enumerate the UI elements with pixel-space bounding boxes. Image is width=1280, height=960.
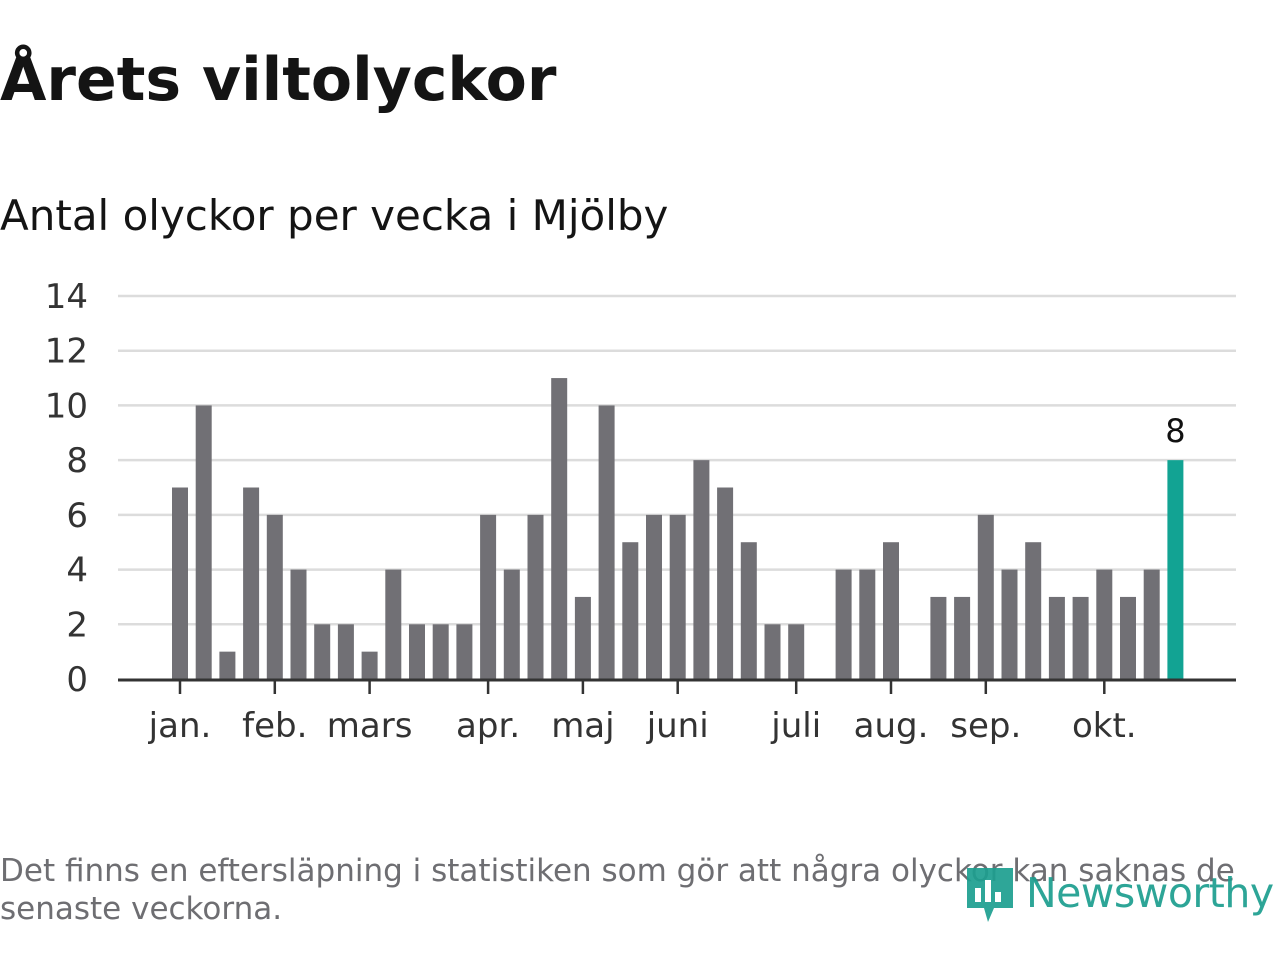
bar — [480, 515, 496, 679]
bar — [196, 405, 212, 679]
bar — [291, 570, 307, 679]
bar — [385, 570, 401, 679]
y-tick-label: 6 — [66, 496, 88, 536]
x-tick-label: sep. — [950, 706, 1021, 746]
bar — [788, 624, 804, 679]
bar — [1096, 570, 1112, 679]
bar — [954, 597, 970, 679]
highlight-value-label: 8 — [1165, 412, 1185, 450]
bar — [622, 542, 638, 679]
x-tick-label: apr. — [456, 706, 520, 746]
x-tick-label: feb. — [242, 706, 307, 746]
bar — [646, 515, 662, 679]
bar — [670, 515, 686, 679]
y-tick-label: 2 — [66, 605, 88, 645]
y-tick-label: 8 — [66, 441, 88, 481]
bar — [883, 542, 899, 679]
chart-title: Årets viltolyckor — [0, 40, 557, 120]
y-tick-label: 14 — [45, 277, 88, 317]
bar — [859, 570, 875, 679]
y-tick-label: 10 — [45, 386, 88, 426]
bar — [599, 405, 615, 679]
bar — [551, 378, 567, 679]
bar — [1049, 597, 1065, 679]
bar — [433, 624, 449, 679]
bar — [575, 597, 591, 679]
bar — [314, 624, 330, 679]
y-tick-label: 4 — [66, 551, 88, 591]
y-tick-label: 0 — [66, 660, 88, 700]
x-tick-label: aug. — [854, 706, 929, 746]
bar — [693, 460, 709, 679]
bar — [930, 597, 946, 679]
newsworthy-logo-text: Newsworthy — [1026, 869, 1274, 917]
x-tick-label: okt. — [1072, 706, 1137, 746]
bar — [219, 652, 235, 679]
x-tick-label: jan. — [148, 706, 212, 746]
bar — [504, 570, 520, 679]
bar — [1073, 597, 1089, 679]
x-tick-label: juli — [770, 706, 821, 746]
bar — [409, 624, 425, 679]
bar — [338, 624, 354, 679]
bar — [456, 624, 472, 679]
chart-subtitle: Antal olyckor per vecka i Mjölby — [0, 188, 668, 244]
bar — [1144, 570, 1160, 679]
bar — [1025, 542, 1041, 679]
bar — [267, 515, 283, 679]
x-tick-label: maj — [551, 706, 614, 746]
bar — [978, 515, 994, 679]
bar — [717, 488, 733, 680]
y-tick-label: 12 — [45, 332, 88, 372]
newsworthy-logo-icon — [964, 862, 1016, 924]
bar — [1120, 597, 1136, 679]
bar — [765, 624, 781, 679]
x-tick-label: mars — [327, 706, 413, 746]
bar — [243, 488, 259, 680]
bar-chart: 0 2 4 6 8 10 12 14 jan. feb. mars apr. majjuni juliau… — [0, 260, 1280, 780]
bar — [836, 570, 852, 679]
bar — [362, 652, 378, 679]
bar — [172, 488, 188, 680]
bar — [1002, 570, 1018, 679]
x-tick-label: juni — [646, 706, 709, 746]
bar — [528, 515, 544, 679]
bar — [741, 542, 757, 679]
newsworthy-logo: Newsworthy — [964, 862, 1274, 924]
bar-highlight — [1167, 460, 1183, 679]
